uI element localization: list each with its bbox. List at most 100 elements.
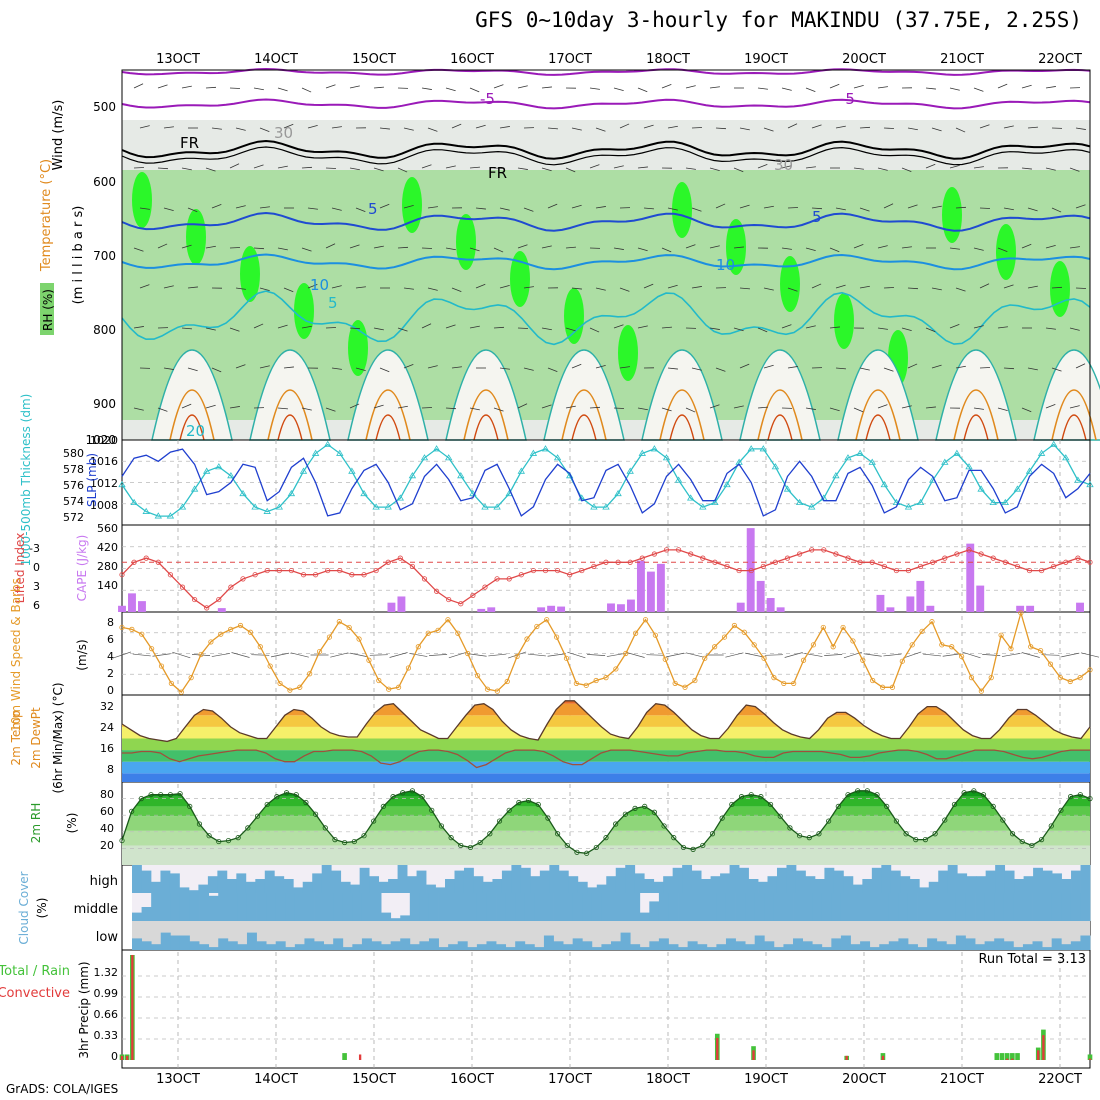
wind-barb bbox=[469, 247, 480, 252]
cloud-cell-high bbox=[274, 876, 285, 893]
li-line-point bbox=[893, 567, 900, 574]
rh2m-line-point bbox=[671, 835, 677, 841]
rh2m-line-point bbox=[1048, 823, 1054, 829]
wind-barb bbox=[955, 206, 967, 209]
cloud-cell-middle bbox=[735, 893, 746, 921]
cloud-cell-high bbox=[720, 873, 730, 893]
cloud-cell-high bbox=[587, 887, 598, 893]
rh2m-line-point bbox=[225, 837, 232, 844]
cloud-cell-high bbox=[1033, 867, 1043, 893]
cloud-cell-high bbox=[644, 879, 655, 893]
cloud-cell-high bbox=[1071, 870, 1081, 893]
wind-barb bbox=[901, 167, 912, 172]
cape-bar bbox=[646, 571, 655, 612]
wind-barb bbox=[685, 167, 696, 170]
cloud-cell-high bbox=[501, 870, 512, 893]
wind10-barb bbox=[1001, 653, 1021, 657]
li-line-point bbox=[409, 563, 415, 570]
run-total-label: Run Total = 3.13 bbox=[978, 952, 1086, 967]
rh2m-line-point bbox=[119, 837, 125, 844]
rh2m-line-point bbox=[864, 788, 870, 794]
cloud-cell-middle bbox=[946, 893, 957, 921]
thickness-line-point bbox=[275, 503, 284, 510]
wind10-speed-line-point bbox=[336, 619, 342, 625]
wind-barb bbox=[949, 247, 960, 250]
wind-barb bbox=[517, 244, 528, 249]
rh2m-line-point bbox=[980, 792, 987, 798]
cloud-cell-high bbox=[1004, 870, 1015, 893]
wind-barb bbox=[355, 286, 366, 289]
wind-barb bbox=[277, 87, 288, 92]
thickness-tick: 580 bbox=[63, 447, 84, 460]
li-line-point bbox=[192, 596, 198, 603]
chart-title: GFS 0~10day 3-hourly for MAKINDU (37.75E… bbox=[475, 8, 1082, 32]
wind-barb bbox=[421, 323, 432, 329]
wind-barb bbox=[667, 284, 678, 289]
thickness-line-point bbox=[142, 507, 150, 514]
thickness-line-point bbox=[783, 485, 792, 492]
wind10-barb bbox=[409, 653, 428, 657]
wind-barb bbox=[1021, 407, 1032, 413]
cloud-cell-high bbox=[710, 876, 721, 893]
cloud-cell-high bbox=[1080, 865, 1091, 893]
wind-barb bbox=[877, 327, 888, 330]
cloud-cell-middle bbox=[227, 893, 238, 921]
cloud-cell-low bbox=[706, 947, 717, 950]
cloud-cell-middle bbox=[716, 893, 727, 921]
wind10-barb bbox=[231, 652, 250, 658]
rh2m-line-point bbox=[767, 801, 774, 808]
cloud-cell-low bbox=[323, 944, 334, 950]
cloud-cell-low bbox=[304, 938, 315, 950]
thickness-line-point bbox=[1025, 467, 1034, 474]
cape-bar bbox=[397, 596, 406, 612]
li-line-point bbox=[494, 576, 500, 582]
wind-barb bbox=[235, 364, 246, 369]
cloud-level-label: middle bbox=[74, 902, 118, 917]
wind10-speed-line-point bbox=[1077, 675, 1083, 681]
wind-barb bbox=[1027, 285, 1038, 289]
rh2m-band bbox=[122, 845, 1090, 865]
li-line-point bbox=[905, 567, 912, 574]
wind-barb bbox=[571, 127, 582, 131]
cloud-cell-low bbox=[907, 944, 918, 950]
cloud-cell-middle bbox=[179, 893, 190, 921]
precip-conv-bar bbox=[358, 1054, 362, 1060]
cloud-cell-low bbox=[1013, 947, 1024, 950]
cloud-cell-middle bbox=[955, 893, 966, 921]
wind-barb bbox=[781, 87, 792, 91]
wind-barb bbox=[733, 246, 744, 249]
wind-barb bbox=[283, 287, 294, 293]
wind-barb bbox=[667, 367, 678, 370]
cloud-cell-low bbox=[553, 941, 564, 950]
rh2m-ylabel-units: (%) bbox=[65, 813, 79, 834]
rh2m-line-point bbox=[1029, 842, 1035, 849]
cloud-cell-middle bbox=[965, 893, 976, 921]
cloud-cell-high bbox=[407, 876, 417, 893]
wind-barb bbox=[859, 126, 871, 129]
x-tick-top: 15OCT bbox=[352, 52, 396, 67]
wind-barb bbox=[877, 167, 888, 171]
thickness-line-point bbox=[759, 445, 768, 452]
li-line-point bbox=[700, 555, 706, 561]
rh2m-line bbox=[121, 790, 1091, 854]
wind10-speed-line-point bbox=[158, 663, 165, 669]
wind10-speed-line-point bbox=[998, 632, 1004, 638]
wind-barb bbox=[283, 123, 294, 129]
thickness-tick: 574 bbox=[63, 495, 84, 508]
wind-barb bbox=[901, 327, 912, 331]
isotherm-minus-5 bbox=[121, 98, 1091, 110]
wind10-speed-line-point bbox=[415, 644, 421, 650]
wind10-speed-line-point bbox=[139, 631, 145, 637]
precip-conv-bar bbox=[716, 1037, 719, 1060]
cloud-cell-high bbox=[748, 879, 759, 893]
rh2m-line-point bbox=[351, 838, 357, 845]
thickness-line-point bbox=[904, 503, 913, 510]
cloud-cell-low bbox=[620, 932, 631, 950]
temp-contour-warm bbox=[855, 389, 901, 441]
cloud-cell-middle bbox=[409, 893, 420, 921]
cloud-cell-high bbox=[388, 879, 398, 893]
wind-barb bbox=[709, 167, 720, 171]
cloud-cell-middle bbox=[371, 893, 382, 921]
cape-bar bbox=[128, 593, 136, 612]
